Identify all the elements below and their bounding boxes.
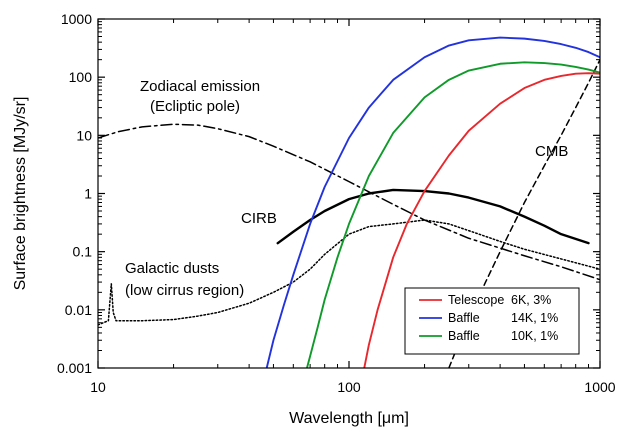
y-tick-label: 100 bbox=[69, 69, 93, 85]
legend-value-baffle-14k: 14K, 1% bbox=[511, 311, 558, 325]
series-layer bbox=[98, 36, 600, 368]
legend-entry-baffle-10k: Baffle 10K, 1% bbox=[419, 329, 558, 343]
cmb-label: CMB bbox=[535, 143, 568, 160]
series-line-cirb bbox=[276, 188, 590, 245]
legend-entry-telescope: Telescope 6K, 3% bbox=[419, 293, 551, 307]
cirb-label: CIRB bbox=[241, 210, 277, 227]
legend-value-baffle-10k: 10K, 1% bbox=[511, 329, 558, 343]
series-line-galactic-dusts-low-cirrus-region bbox=[98, 219, 600, 326]
y-tick-label: 1000 bbox=[61, 11, 92, 27]
galactic-dust-sublabel: (low cirrus region) bbox=[125, 282, 244, 299]
legend: Telescope 6K, 3% Baffle 14K, 1% Baffle 1… bbox=[404, 287, 580, 355]
series-line-telescope-6k-3 bbox=[363, 72, 600, 368]
series-line-baffle-10k-1 bbox=[306, 61, 600, 368]
series-line-baffle-14k-1 bbox=[265, 36, 600, 368]
y-tick-label: 0.001 bbox=[57, 360, 92, 376]
y-tick-label: 10 bbox=[76, 127, 92, 143]
y-tick-label: 1 bbox=[84, 186, 92, 202]
zodiacal-label: Zodiacal emission bbox=[140, 78, 260, 95]
legend-label-telescope: Telescope bbox=[448, 293, 504, 307]
legend-label-baffle-14k: Baffle bbox=[448, 311, 480, 325]
x-tick-label: 1000 bbox=[584, 379, 615, 395]
legend-entry-baffle-14k: Baffle 14K, 1% bbox=[419, 311, 558, 325]
zodiacal-sublabel: (Ecliptic pole) bbox=[150, 98, 240, 115]
x-tick-label: 100 bbox=[337, 379, 361, 395]
y-axis-label: Surface brightness [MJy/sr] bbox=[12, 97, 29, 291]
y-tick-label: 0.1 bbox=[73, 244, 93, 260]
series-line-zodiacal-emission-ecliptic-pole bbox=[98, 123, 600, 281]
x-tick-label: 10 bbox=[90, 379, 106, 395]
axes-layer: 0.001 0.01 0.1 1 10 100 1000 10 100 1000 bbox=[57, 11, 616, 395]
x-axis-label: Wavelength [μm] bbox=[289, 410, 409, 427]
galactic-dust-label: Galactic dusts bbox=[125, 260, 219, 277]
legend-value-telescope: 6K, 3% bbox=[511, 293, 551, 307]
legend-box bbox=[404, 287, 580, 355]
y-tick-label: 0.01 bbox=[65, 302, 92, 318]
legend-label-baffle-10k: Baffle bbox=[448, 329, 480, 343]
